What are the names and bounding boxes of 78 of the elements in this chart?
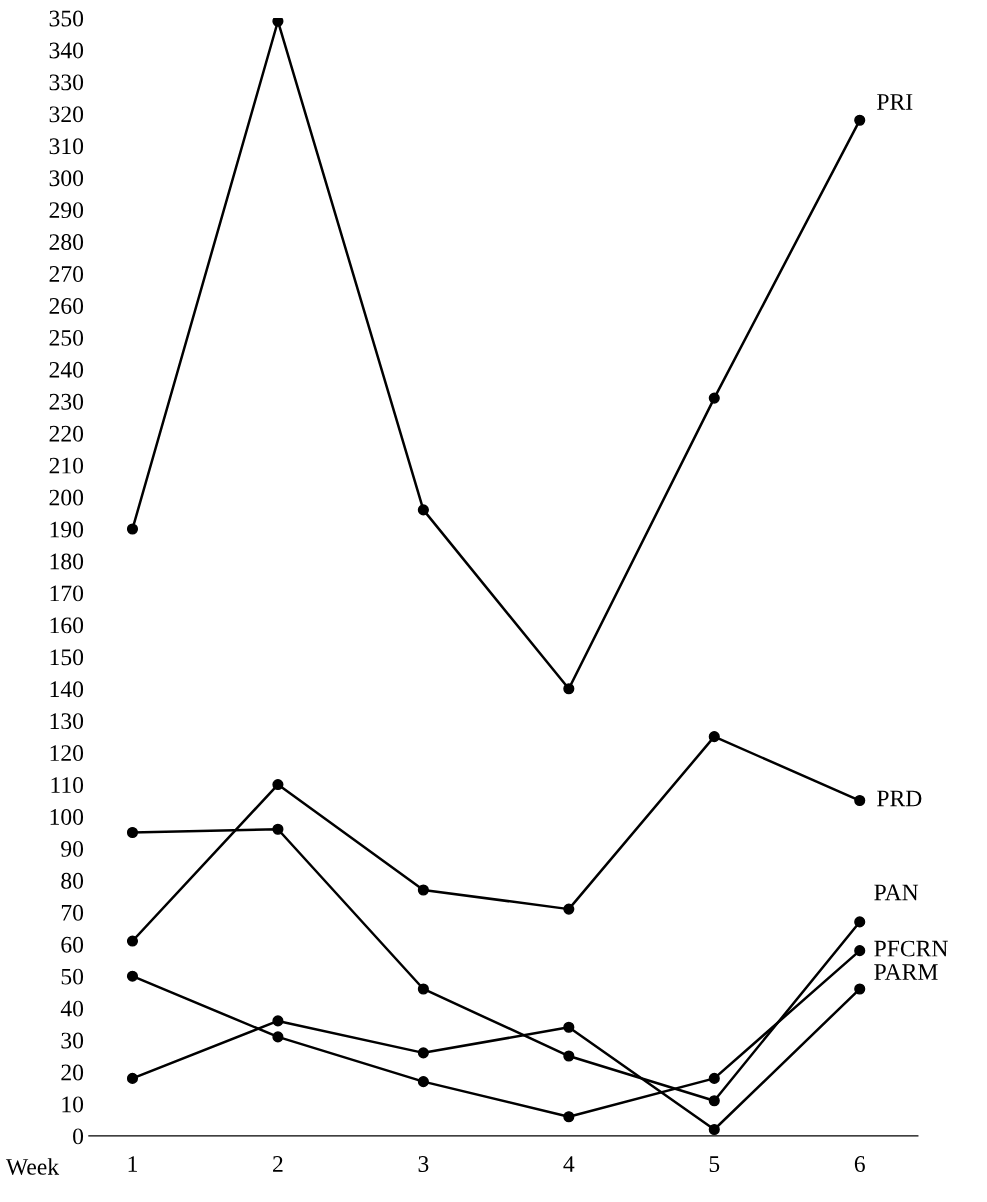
point: [272, 779, 284, 791]
y-tick-label: 330: [49, 74, 84, 91]
point: [272, 823, 284, 835]
y-tick-label: 270: [49, 266, 84, 282]
point: [417, 1076, 429, 1088]
x-tick-label: 6: [854, 1156, 865, 1172]
point: [708, 731, 720, 743]
y-tick-label: 210: [49, 457, 84, 474]
series-label: PARM: [874, 964, 938, 980]
x-tick-label: 4: [563, 1156, 575, 1172]
y-tick-label: 80: [61, 872, 84, 889]
y-tick-label: 230: [49, 393, 84, 410]
point: [417, 1047, 429, 1059]
y-tick-label: 250: [49, 329, 84, 346]
series-label: PRI: [877, 94, 913, 110]
point: [126, 970, 139, 982]
point: [708, 1095, 720, 1107]
point: [126, 523, 139, 535]
point: [563, 1021, 575, 1033]
point: [563, 683, 575, 695]
series-label: PAN: [874, 884, 919, 901]
point: [417, 983, 429, 995]
point: [272, 1031, 284, 1043]
point: [563, 1050, 575, 1062]
y-tick-label: 30: [61, 1032, 84, 1049]
x-axis-title: Week: [5, 1158, 60, 1175]
x-tick-label: 3: [418, 1156, 429, 1172]
point: [417, 884, 429, 896]
y-tick-label: 310: [49, 138, 84, 155]
y-tick-label: 140: [50, 681, 84, 698]
y-tick-label: 220: [49, 425, 84, 442]
point: [708, 1123, 720, 1136]
y-tick-label: 40: [60, 1000, 84, 1017]
y-tick-label: 90: [61, 840, 84, 857]
point: [854, 794, 866, 807]
y-tick-label: 280: [49, 234, 84, 251]
y-tick-label: 340: [49, 42, 84, 59]
point: [272, 1015, 284, 1027]
y-tick-label: 170: [50, 585, 84, 602]
y-tick-label: 70: [61, 904, 84, 921]
y-tick-label: 120: [50, 745, 84, 762]
point: [708, 392, 720, 404]
y-tick-label: 180: [50, 553, 84, 570]
y-tick-label: 290: [49, 202, 84, 219]
point: [563, 903, 575, 915]
point: [563, 1111, 575, 1123]
y-tick-label: 260: [49, 297, 84, 314]
y-tick-label: 160: [50, 617, 84, 634]
point: [708, 1072, 720, 1084]
y-tick-label: 190: [50, 521, 84, 538]
point: [854, 916, 866, 928]
series-label: PFCRN: [874, 940, 948, 957]
point: [126, 826, 139, 839]
y-tick-label: 50: [61, 968, 84, 985]
y-tick-label: 240: [49, 361, 84, 378]
y-tick-label: 350: [49, 10, 84, 27]
x-tick-label: 1: [128, 1156, 137, 1172]
y-tick-label: 130: [50, 713, 84, 730]
y-tick-label: 10: [62, 1096, 84, 1113]
series-label: PRD: [877, 790, 922, 807]
point: [417, 504, 429, 516]
point: [126, 1072, 139, 1084]
y-tick-label: 320: [49, 106, 84, 123]
y-tick-label: 150: [50, 649, 84, 666]
y-tick-label: 20: [61, 1064, 84, 1081]
point: [272, 18, 284, 27]
point: [854, 983, 866, 995]
point: [126, 935, 139, 947]
x-tick-label: 2: [273, 1156, 283, 1172]
point: [854, 114, 866, 126]
y-tick-label: 300: [49, 170, 84, 187]
y-tick-label: 0: [73, 1128, 84, 1145]
y-tick-label: 110: [51, 777, 84, 793]
y-tick-label: 100: [50, 808, 84, 825]
x-tick-label: 5: [709, 1156, 720, 1172]
point: [854, 945, 866, 957]
y-tick-label: 200: [49, 489, 84, 506]
y-tick-label: 60: [61, 936, 84, 953]
